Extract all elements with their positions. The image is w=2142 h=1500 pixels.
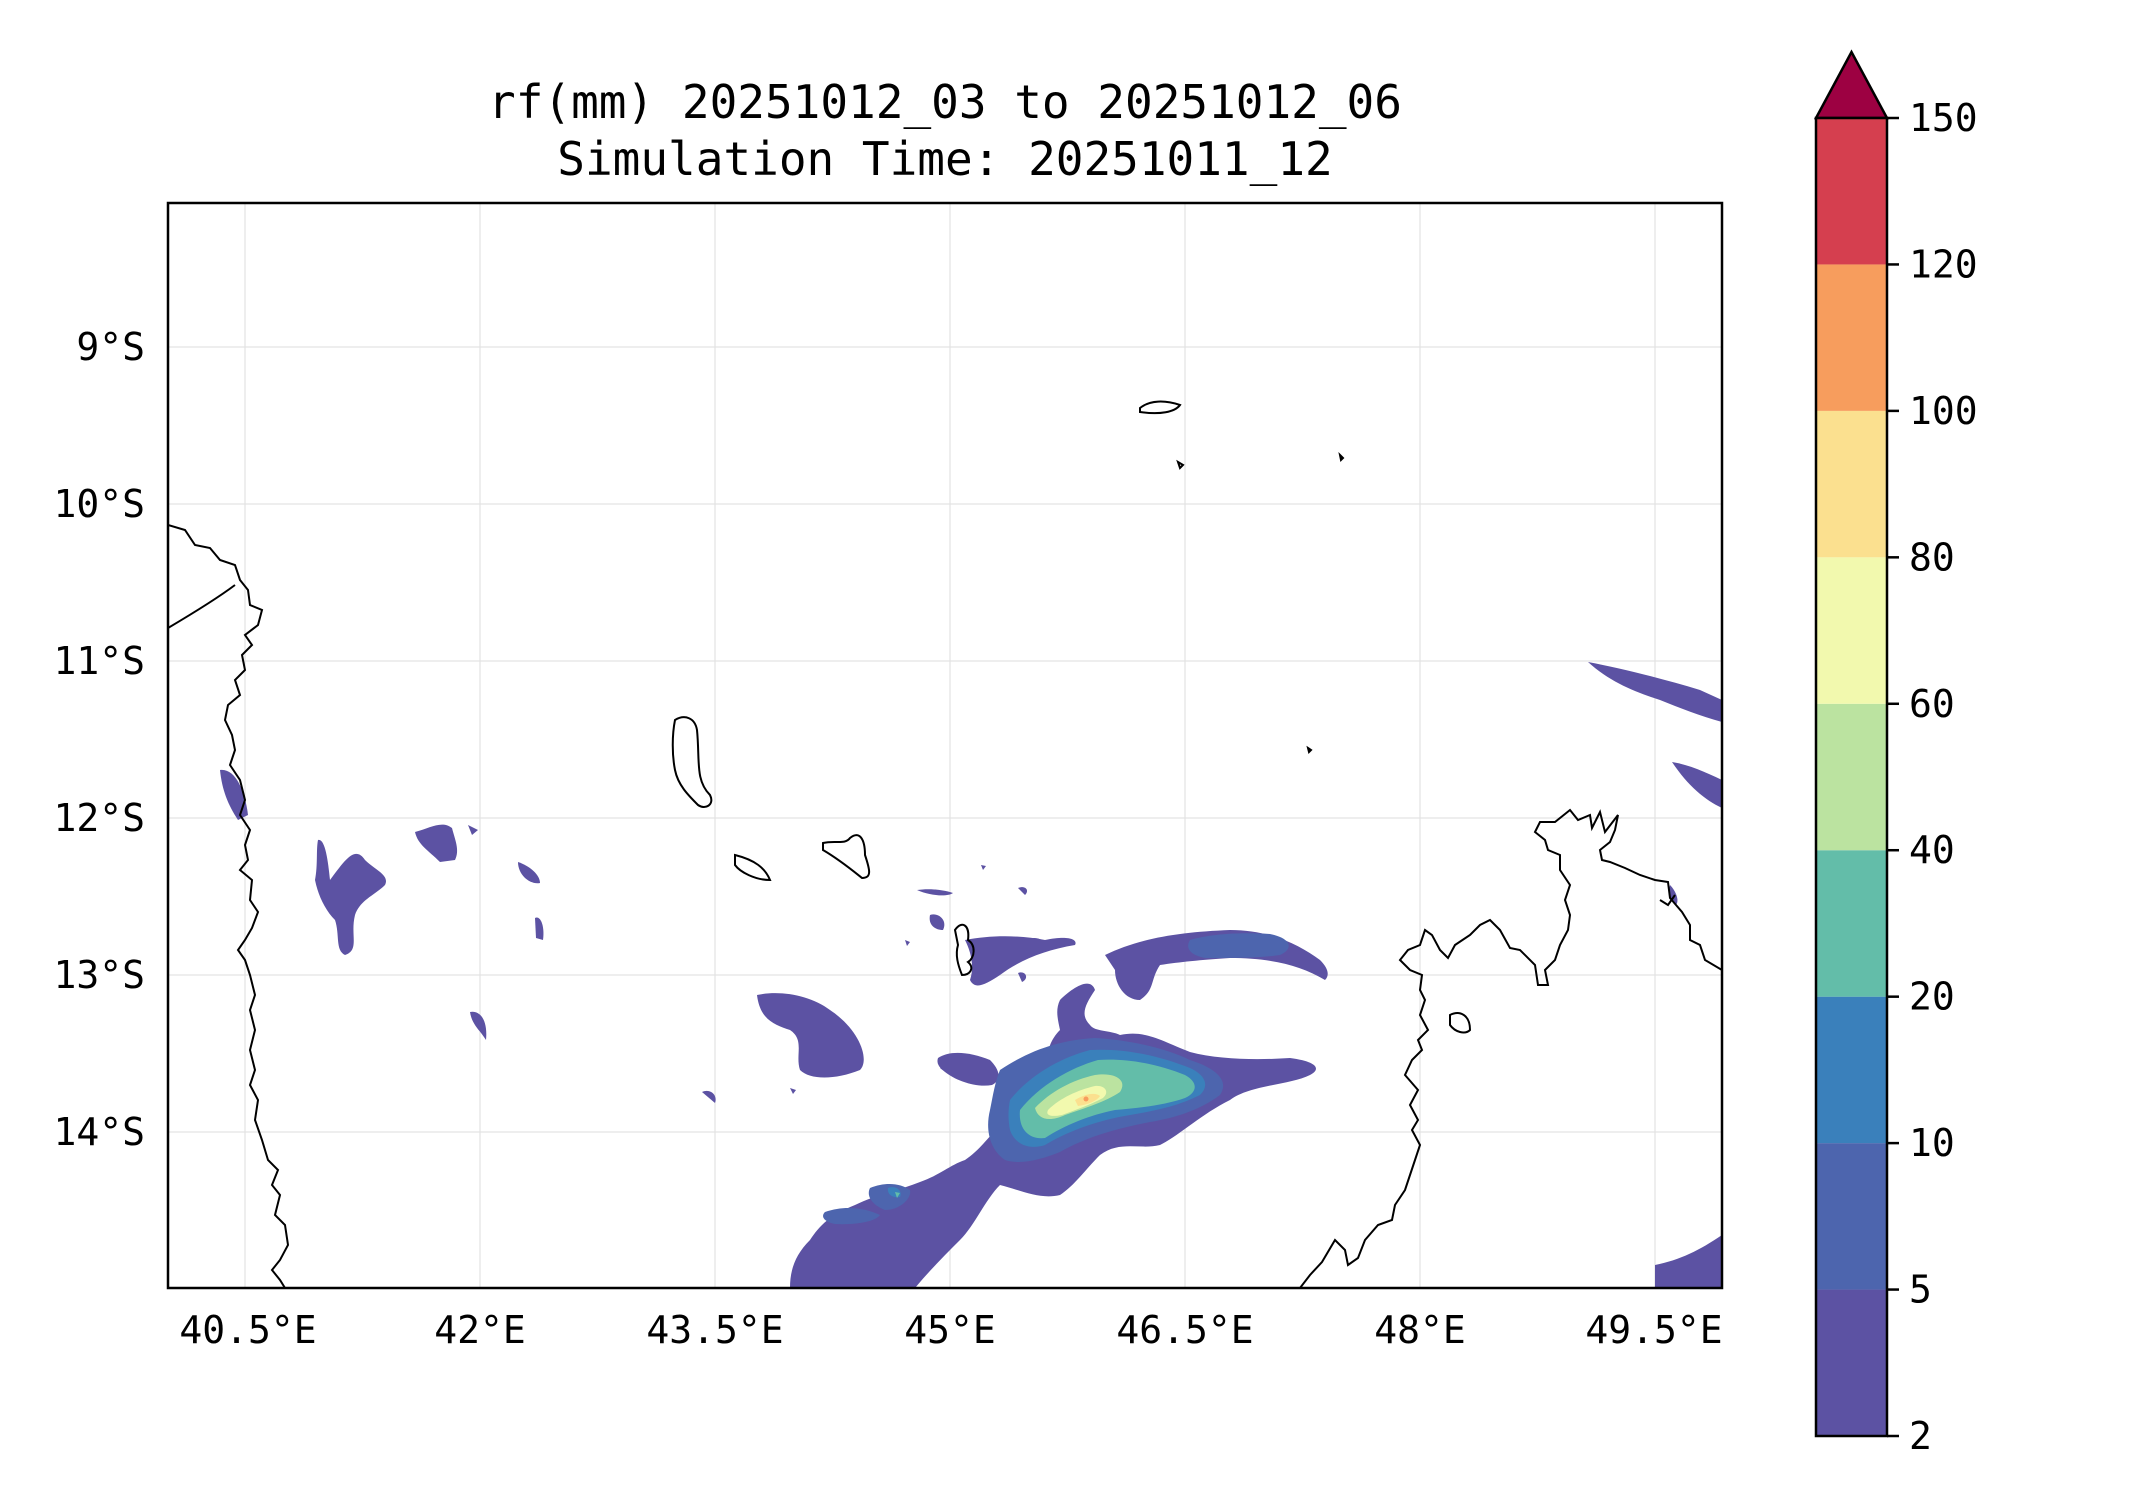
x-tick-label: 48°E — [1374, 1308, 1466, 1352]
colorbar-segment — [1816, 850, 1887, 997]
x-tick-label: 42°E — [434, 1308, 526, 1352]
island-3 — [822, 834, 871, 880]
colorbar-tick-label: 80 — [1909, 535, 1955, 579]
colorbar-segment — [1816, 1143, 1887, 1290]
colorbar-frame — [1814, 116, 1889, 1438]
colorbar-tick-label: 150 — [1909, 96, 1978, 140]
colorbar-tick-label: 10 — [1909, 1121, 1955, 1165]
island-7 — [1338, 451, 1345, 463]
colorbar-tick-label: 120 — [1909, 242, 1978, 286]
coastlines — [168, 400, 1722, 1288]
colorbar-segment — [1816, 264, 1887, 411]
colorbar-segments — [1816, 118, 1887, 1436]
map-background — [168, 203, 1722, 1288]
island-8 — [1306, 745, 1313, 754]
colorbar-tick-label: 40 — [1909, 828, 1955, 872]
island-6 — [1176, 459, 1185, 470]
colorbar-tick-label: 60 — [1909, 682, 1955, 726]
rainfall-level-100-120 — [1083, 1096, 1089, 1102]
x-tick-label: 46.5°E — [1116, 1308, 1253, 1352]
title-line-2: Simulation Time: 20251011_12 — [557, 132, 1332, 186]
colorbar-segment — [1816, 703, 1887, 851]
y-tick-label: 13°S — [53, 953, 145, 997]
africa-coastline — [168, 524, 290, 1288]
island-4 — [953, 923, 975, 977]
island-1 — [671, 716, 713, 808]
colorbar-tick-label: 100 — [1909, 389, 1978, 433]
colorbar-extend-arrow — [1813, 49, 1890, 120]
colorbar-segment — [1816, 118, 1887, 265]
y-tick-label: 14°S — [53, 1110, 145, 1154]
map-panel: 40.5°E 42°E 43.5°E 45°E 46.5°E 48°E 49.5… — [53, 201, 1724, 1352]
gridlines — [168, 203, 1722, 1288]
x-tick-label: 49.5°E — [1585, 1308, 1722, 1352]
madagascar-coastline — [1299, 808, 1722, 1288]
x-tick-label: 43.5°E — [646, 1308, 783, 1352]
y-axis-labels: 9°S 10°S 11°S 12°S 13°S 14°S — [53, 325, 145, 1154]
y-tick-label: 10°S — [53, 482, 145, 526]
x-tick-label: 40.5°E — [179, 1308, 316, 1352]
colorbar-segment — [1816, 557, 1887, 704]
colorbar-segment — [1816, 410, 1887, 558]
colorbar-segment — [1816, 996, 1887, 1144]
x-tick-label: 45°E — [904, 1308, 996, 1352]
colorbar-tick-label: 5 — [1909, 1268, 1932, 1312]
map-frame — [166, 201, 1724, 1290]
colorbar-segment — [1816, 1289, 1887, 1436]
y-tick-label: 11°S — [53, 639, 145, 683]
colorbar-tick-label: 2 — [1909, 1414, 1932, 1458]
island-2 — [734, 853, 772, 882]
title-line-1: rf(mm) 20251012_03 to 20251012_06 — [488, 75, 1402, 129]
x-axis-labels: 40.5°E 42°E 43.5°E 45°E 46.5°E 48°E 49.5… — [179, 1308, 1722, 1352]
y-tick-label: 9°S — [76, 325, 145, 369]
island-9 — [1449, 1012, 1472, 1034]
colorbar: 2 5 10 20 40 60 80 100 120 150 — [1813, 49, 1978, 1458]
colorbar-ticks: 2 5 10 20 40 60 80 100 120 150 — [1887, 96, 1978, 1458]
y-tick-label: 12°S — [53, 796, 145, 840]
colorbar-tick-label: 20 — [1909, 975, 1955, 1019]
rainfall-contours — [220, 662, 1722, 1288]
island-5 — [1139, 400, 1182, 415]
